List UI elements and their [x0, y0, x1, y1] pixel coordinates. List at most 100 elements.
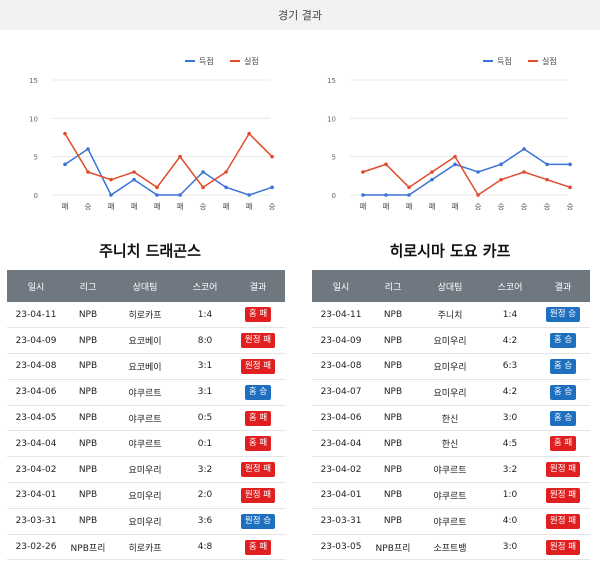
cell-result: 원정 패 — [536, 482, 590, 509]
result-badge: 홈 승 — [549, 384, 577, 400]
cell-result: 홈 승 — [536, 353, 590, 380]
table-row: 23-04-11 NPB 주니치 1:4 원정 승 — [312, 302, 590, 329]
cell-league: NPB — [370, 405, 416, 432]
column-header: 스코어 — [179, 270, 231, 302]
cell-league: NPB — [65, 327, 111, 355]
cell-opponent: 야쿠르트 — [111, 379, 179, 406]
cell-opponent: 요코베이 — [111, 327, 179, 355]
table-row: 23-04-11 NPB 히로카프 1:4 홈 패 — [7, 302, 285, 329]
cell-score: 0:1 — [179, 430, 231, 458]
x-tick-label: 패 — [154, 201, 161, 211]
y-tick-label: 5 — [332, 154, 336, 162]
cell-result: 원정 승 — [536, 302, 590, 329]
result-badge: 홈 패 — [244, 539, 272, 555]
x-tick-label: 패 — [360, 201, 367, 211]
result-badge: 원정 패 — [240, 487, 276, 503]
cell-result: 홈 패 — [231, 405, 285, 432]
cell-result: 홈 승 — [231, 379, 285, 406]
series-line — [362, 155, 571, 197]
cell-opponent: 야쿠르트 — [416, 456, 484, 484]
result-badge: 홈 승 — [244, 384, 272, 400]
cell-opponent: 요미우리 — [111, 456, 179, 484]
cell-opponent: 요미우리 — [111, 508, 179, 535]
table-row: 23-04-08 NPB 요코베이 3:1 원정 패 — [7, 353, 285, 380]
cell-league: NPB — [65, 508, 111, 535]
cell-score: 3:1 — [179, 379, 231, 406]
cell-opponent: 한신 — [416, 405, 484, 432]
cell-league: NPB — [65, 482, 111, 509]
data-point — [201, 170, 205, 174]
data-point — [407, 185, 411, 190]
data-point — [63, 131, 67, 136]
cell-league: NPB — [65, 353, 111, 380]
data-point — [270, 185, 274, 190]
result-badge: 원정 패 — [545, 487, 581, 503]
cell-score: 4:8 — [179, 534, 231, 561]
cell-date: 23-04-09 — [312, 327, 370, 355]
chart-right: 0 5 10 15 패 패 패 패 패 승 승 승 승 승 득점 실점 — [308, 50, 588, 220]
cell-league: NPB — [65, 430, 111, 458]
cell-opponent: 요미우리 — [416, 379, 484, 406]
table-row: 23-04-06 NPB 야쿠르트 3:1 홈 승 — [7, 379, 285, 406]
table-row: 23-03-05 NPB프리 소프트뱅 3:0 원정 패 — [312, 534, 590, 561]
cell-league: NPB프리 — [370, 534, 416, 561]
cell-date: 23-04-08 — [312, 353, 370, 380]
data-point — [155, 185, 159, 190]
team-name-left: 주니치 드래곤스 — [99, 242, 201, 260]
data-point — [270, 154, 274, 159]
table-row: 23-04-07 NPB 요미우리 4:2 홈 승 — [312, 379, 590, 406]
data-point — [361, 170, 365, 174]
data-point — [430, 170, 434, 174]
x-tick-label: 패 — [223, 201, 230, 211]
x-tick-label: 패 — [383, 201, 390, 211]
column-header: 리그 — [370, 270, 416, 302]
result-badge: 원정 패 — [240, 333, 276, 349]
result-badge: 원정 승 — [545, 307, 581, 323]
chart-left: 0 5 10 15 패 승 패 패 패 패 승 패 패 승 득점 실점 — [10, 50, 290, 220]
cell-result: 홈 승 — [536, 405, 590, 432]
cell-score: 1:4 — [484, 302, 536, 329]
y-tick-label: 0 — [34, 192, 38, 200]
cell-date: 23-02-26 — [7, 534, 65, 561]
table-row: 23-03-31 NPB 요미우리 3:6 원정 승 — [7, 508, 285, 535]
result-badge: 원정 패 — [240, 358, 276, 374]
line-chart-right: 0 5 10 15 패 패 패 패 패 승 승 승 승 승 득점 실점 — [327, 56, 574, 211]
result-badge: 원정 패 — [545, 513, 581, 529]
cell-result: 원정 패 — [536, 534, 590, 561]
table-row: 23-04-09 NPB 요미우리 4:2 홈 승 — [312, 327, 590, 355]
cell-score: 4:0 — [484, 508, 536, 535]
result-badge: 홈 승 — [549, 333, 577, 349]
cell-score: 3:2 — [484, 456, 536, 484]
cell-opponent: 야쿠르트 — [111, 405, 179, 432]
table-row: 23-04-01 NPB 야쿠르트 1:0 원정 패 — [312, 482, 590, 509]
cell-score: 6:3 — [484, 353, 536, 380]
cell-result: 원정 패 — [231, 353, 285, 380]
x-tick-label: 승 — [85, 202, 92, 211]
cell-date: 23-04-02 — [7, 456, 65, 484]
result-badge: 원정 패 — [545, 539, 581, 555]
cell-score: 4:2 — [484, 327, 536, 355]
table-row: 23-02-26 NPB프리 히로카프 4:8 홈 패 — [7, 534, 285, 561]
series-line — [64, 132, 273, 189]
cell-date: 23-04-11 — [7, 302, 65, 329]
cell-score: 8:0 — [179, 327, 231, 355]
cell-result: 홈 승 — [536, 379, 590, 406]
data-point — [132, 177, 136, 182]
data-point — [224, 185, 228, 190]
y-tick-label: 10 — [29, 115, 38, 123]
cell-result: 원정 승 — [231, 508, 285, 535]
cell-result: 원정 패 — [536, 508, 590, 535]
cell-league: NPB — [65, 405, 111, 432]
cell-opponent: 요코베이 — [111, 353, 179, 380]
cell-score: 1:4 — [179, 302, 231, 329]
x-tick-label: 패 — [246, 201, 253, 211]
data-point — [86, 147, 90, 151]
cell-league: NPB — [370, 353, 416, 380]
cell-date: 23-04-08 — [7, 353, 65, 380]
data-point — [155, 193, 159, 197]
cell-league: NPB — [370, 456, 416, 484]
cell-date: 23-04-06 — [312, 405, 370, 432]
legend-label: 득점 — [199, 56, 214, 66]
cell-opponent: 히로카프 — [111, 302, 179, 329]
column-header: 일시 — [7, 270, 65, 302]
